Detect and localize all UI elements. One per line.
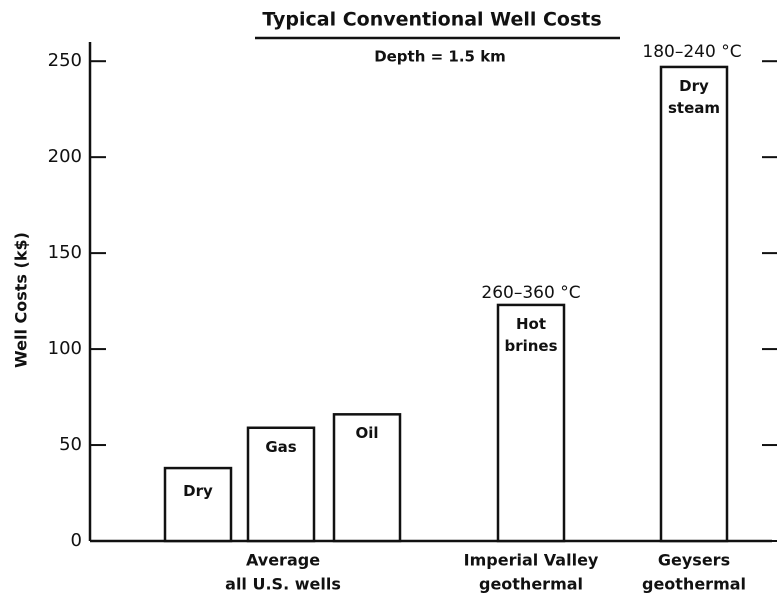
group-label: geothermal xyxy=(642,575,746,594)
bar-label: Oil xyxy=(355,424,379,443)
annotation: 180–240 °C xyxy=(642,42,741,62)
group-label: Imperial Valley xyxy=(464,551,599,570)
y-tick-label: 250 xyxy=(48,50,82,71)
y-tick-label: 200 xyxy=(48,146,82,167)
bar xyxy=(332,413,402,543)
chart-subtitle: Depth = 1.5 km xyxy=(374,48,506,66)
y-tick-label: 150 xyxy=(48,242,82,263)
y-axis-label: Well Costs (k$) xyxy=(12,232,31,368)
bar xyxy=(163,466,233,543)
group-label: Average xyxy=(246,551,320,570)
annotation: 260–360 °C xyxy=(481,283,580,303)
chart-title: Typical Conventional Well Costs xyxy=(262,9,601,31)
group-label: all U.S. wells xyxy=(225,575,341,594)
bar-label: Dry xyxy=(183,482,213,501)
bar-label: Gas xyxy=(265,437,297,456)
y-tick-label: 100 xyxy=(48,338,82,359)
group-label: geothermal xyxy=(479,575,583,594)
bar xyxy=(246,426,316,543)
bar xyxy=(659,65,729,543)
group-label: Geysers xyxy=(658,551,730,570)
bar-label: Hot brines xyxy=(504,314,558,355)
bar xyxy=(496,303,566,543)
y-tick-label: 0 xyxy=(71,530,82,551)
y-tick-label: 50 xyxy=(59,434,82,455)
bar-label: Dry steam xyxy=(667,76,721,117)
